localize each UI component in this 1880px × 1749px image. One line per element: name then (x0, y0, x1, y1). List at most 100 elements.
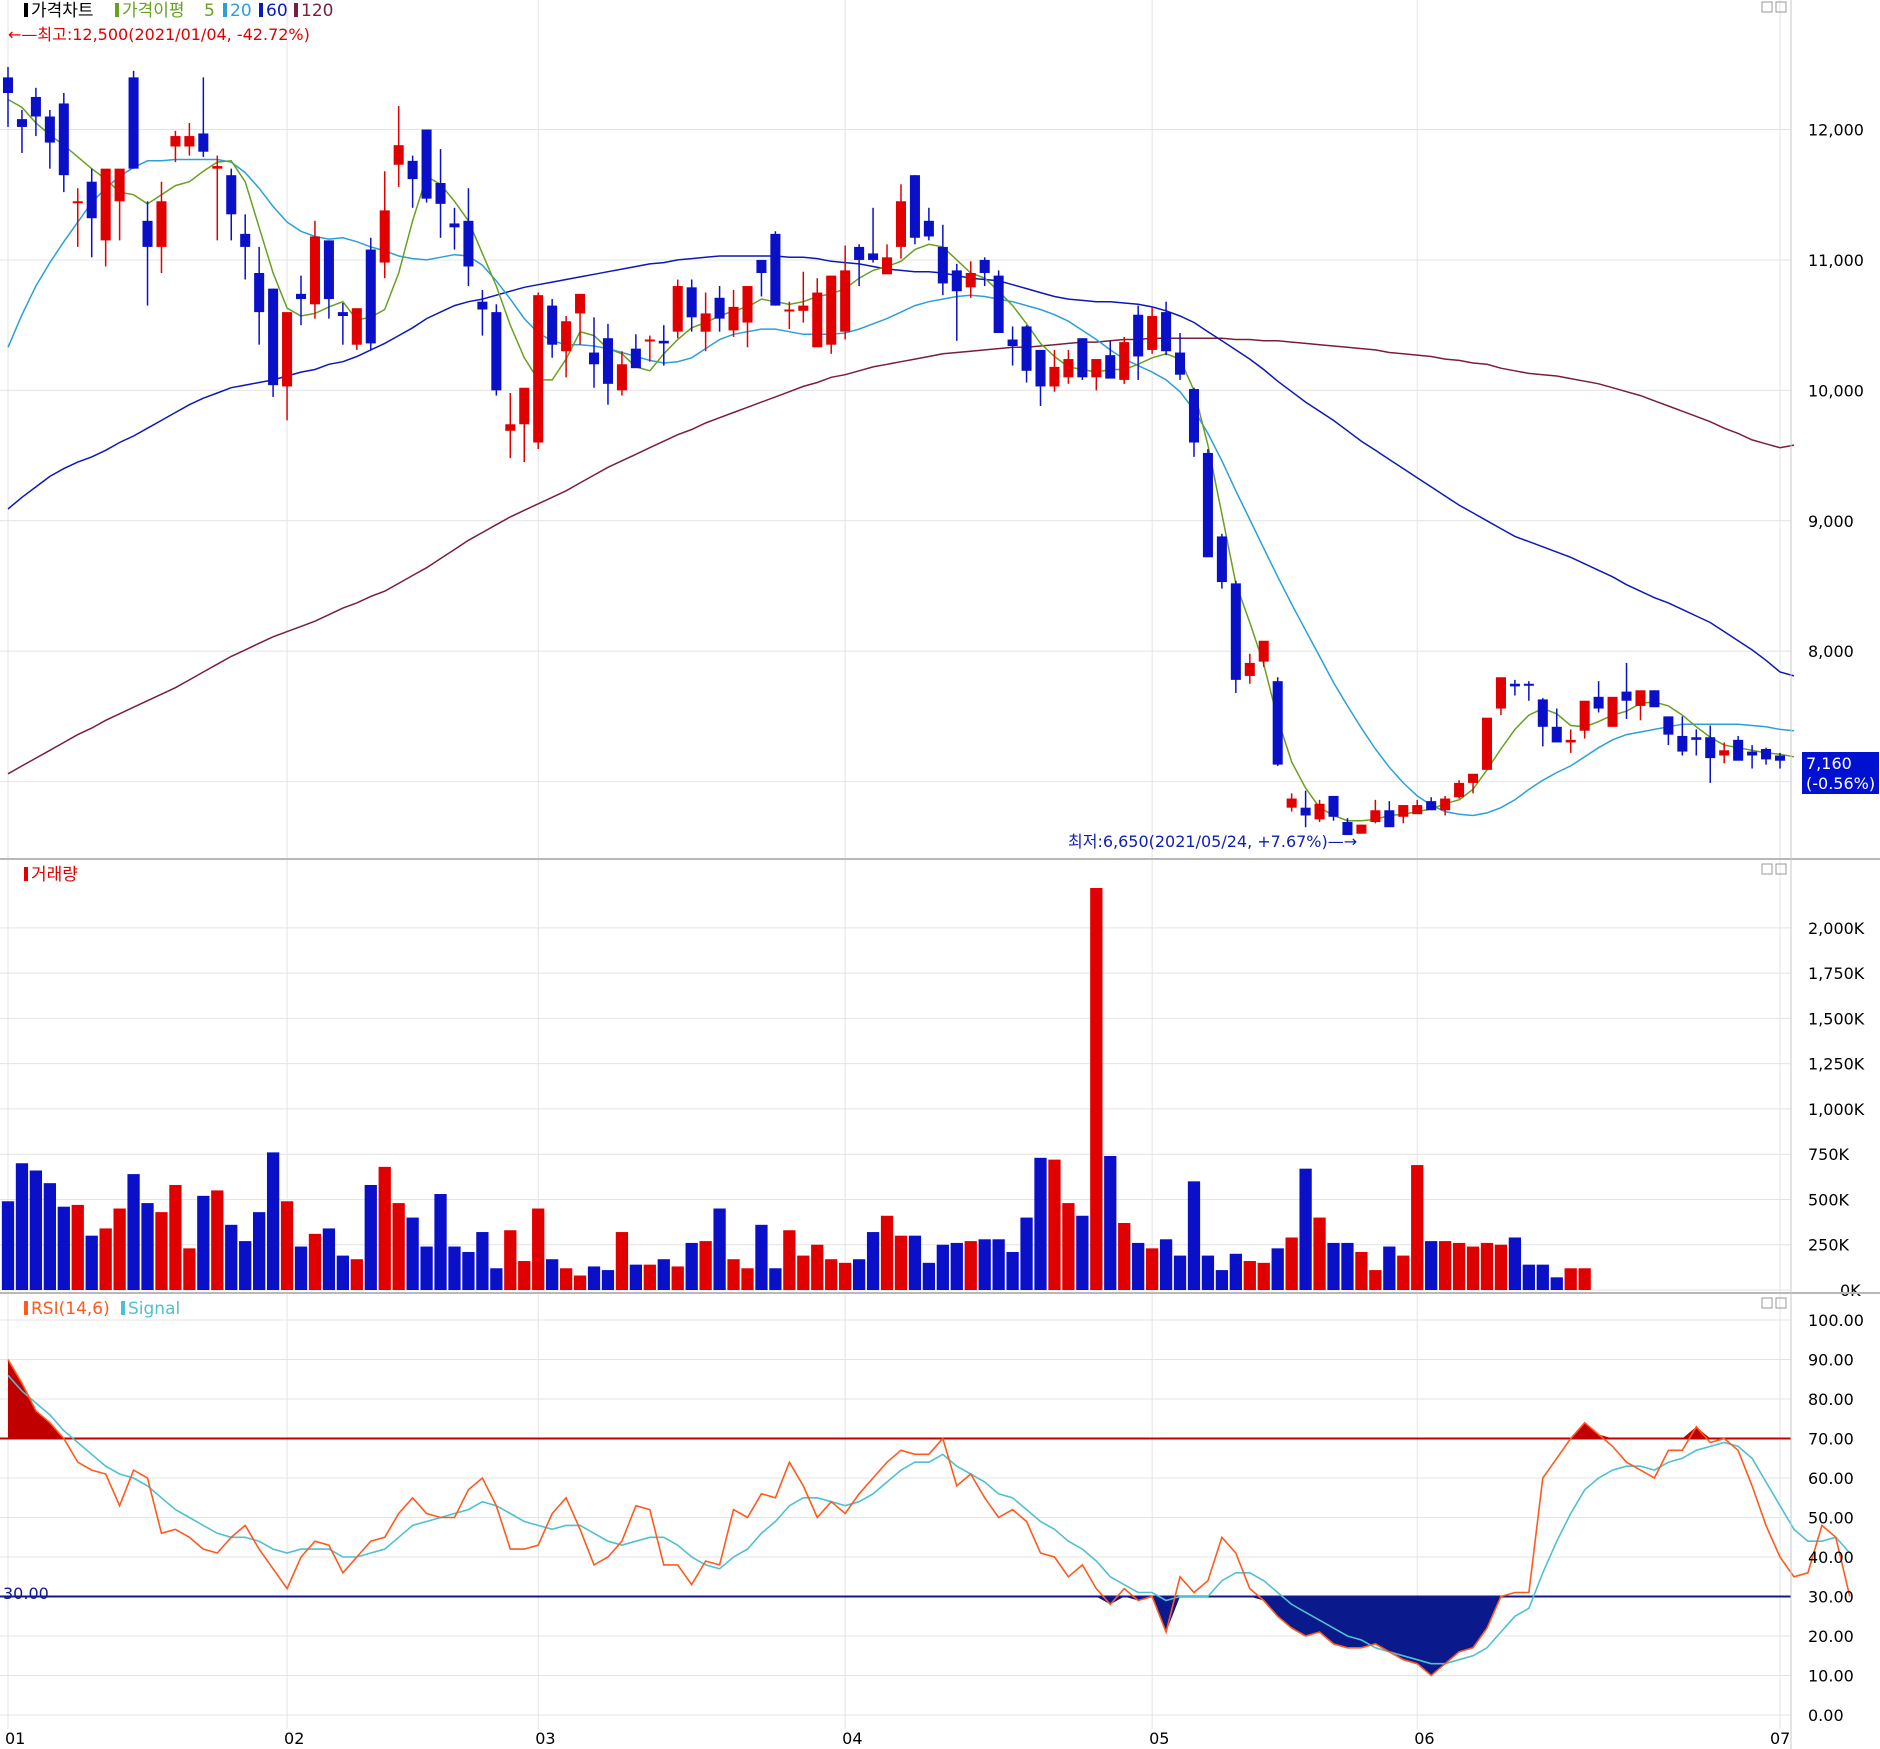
candle-body (937, 246, 948, 284)
candle-body (1509, 683, 1520, 687)
volume-bar (1425, 1241, 1438, 1290)
volume-bar (71, 1204, 84, 1290)
volume-bar (559, 1268, 573, 1290)
candle-body (170, 136, 181, 147)
price-panel-controls[interactable] (1761, 1, 1787, 13)
candle-body (240, 233, 251, 247)
candle-body (254, 272, 265, 313)
rsi-tick-label: 50.00 (1808, 1509, 1854, 1528)
volume-bar (839, 1262, 852, 1290)
rsi-signal-line (7, 1374, 1851, 1665)
close-icon[interactable] (1775, 1, 1787, 13)
volume-bar (518, 1261, 531, 1290)
candle-body (1468, 773, 1479, 783)
candle-body (979, 259, 990, 273)
ma120-line (7, 337, 1795, 775)
minimize-icon[interactable] (1761, 1297, 1773, 1309)
candle-body (1719, 750, 1730, 756)
candle-body (407, 160, 418, 180)
volume-tick-label: 500K (1808, 1190, 1850, 1209)
volume-bar (1452, 1242, 1466, 1290)
volume-bar (1159, 1239, 1173, 1290)
candle-body (463, 220, 474, 267)
volume-bar (1285, 1237, 1298, 1290)
ma60-label: 60 (266, 1, 288, 21)
volume-bar (1006, 1251, 1019, 1290)
minimize-icon[interactable] (1761, 863, 1773, 875)
volume-bar (727, 1259, 740, 1290)
minimize-icon[interactable] (1761, 1, 1773, 13)
candle-body (1007, 339, 1018, 347)
candle-body (44, 116, 55, 143)
candle-body (72, 201, 83, 204)
price-tick-label: 10,000 (1808, 381, 1864, 400)
volume-bar (950, 1242, 963, 1290)
candle-body (1216, 536, 1227, 583)
rsi-title: RSI(14,6) (31, 1299, 110, 1319)
volume-bar (127, 1174, 140, 1290)
volume-bar (1564, 1268, 1577, 1290)
candle-body (742, 286, 753, 323)
volume-bar (546, 1259, 559, 1290)
candle-body (1481, 717, 1493, 770)
candle-body (1691, 737, 1702, 740)
candle-body (1091, 359, 1102, 378)
candle-body (226, 175, 237, 215)
volume-bar (936, 1244, 949, 1290)
candle-body (714, 297, 725, 319)
price-panel[interactable] (2, 66, 1795, 836)
rsi-panel[interactable] (0, 1359, 1851, 1677)
ma-label-marker (115, 3, 119, 17)
candle-body (1244, 662, 1255, 676)
candle-body (1035, 349, 1046, 387)
candle-body (1133, 314, 1144, 357)
candle-body (561, 321, 572, 352)
candle-body (351, 308, 362, 345)
candle-body (142, 220, 153, 247)
volume-bar (532, 1208, 545, 1290)
volume-bar (1132, 1242, 1145, 1290)
candle-body (365, 249, 376, 344)
volume-bar (1411, 1165, 1424, 1290)
volume-bar (866, 1232, 880, 1290)
volume-bar (322, 1228, 336, 1290)
price-legend: 가격차트 가격이평 5 20 60 120 (24, 1, 333, 21)
volume-tick-label: 2,000K (1808, 919, 1865, 938)
rsi-panel-controls[interactable] (1761, 1297, 1787, 1309)
volume-tick-label: 1,750K (1808, 964, 1865, 983)
candle-body (1677, 735, 1688, 752)
candle-body (198, 133, 209, 152)
volume-tick-label: 750K (1808, 1145, 1850, 1164)
volume-bar (1341, 1242, 1354, 1290)
candle-body (323, 240, 334, 300)
volume-bar (880, 1215, 894, 1290)
candle-body (1272, 681, 1283, 765)
candle-body (1537, 699, 1548, 727)
volume-bar (601, 1270, 615, 1290)
close-icon[interactable] (1775, 1297, 1787, 1309)
rsi-tick-label: 20.00 (1808, 1627, 1854, 1646)
candle-body (770, 233, 781, 306)
close-icon[interactable] (1775, 863, 1787, 875)
volume-bar (183, 1248, 196, 1290)
x-tick-label: 02 (284, 1729, 304, 1748)
rsi-oversold-area (8, 1596, 1850, 1676)
candle-body (965, 272, 976, 288)
rsi-tick-label: 80.00 (1808, 1390, 1854, 1409)
volume-bar (1466, 1246, 1480, 1290)
volume-panel-controls[interactable] (1761, 863, 1787, 875)
candle-body (588, 352, 600, 365)
candle-body (784, 309, 795, 312)
rsi-lower-level-label: 30.00 (3, 1584, 49, 1603)
volume-panel[interactable] (1, 888, 1591, 1290)
volume-bar (643, 1264, 656, 1290)
volume-bar (629, 1264, 643, 1290)
volume-bar (169, 1184, 182, 1290)
candle-body (1551, 726, 1562, 743)
x-tick-label: 05 (1149, 1729, 1169, 1748)
candle-body (826, 275, 837, 345)
volume-tick-label: 1,250K (1808, 1055, 1865, 1074)
volume-bar (490, 1268, 503, 1290)
candle-body (1202, 452, 1213, 558)
volume-bar (1145, 1248, 1159, 1290)
